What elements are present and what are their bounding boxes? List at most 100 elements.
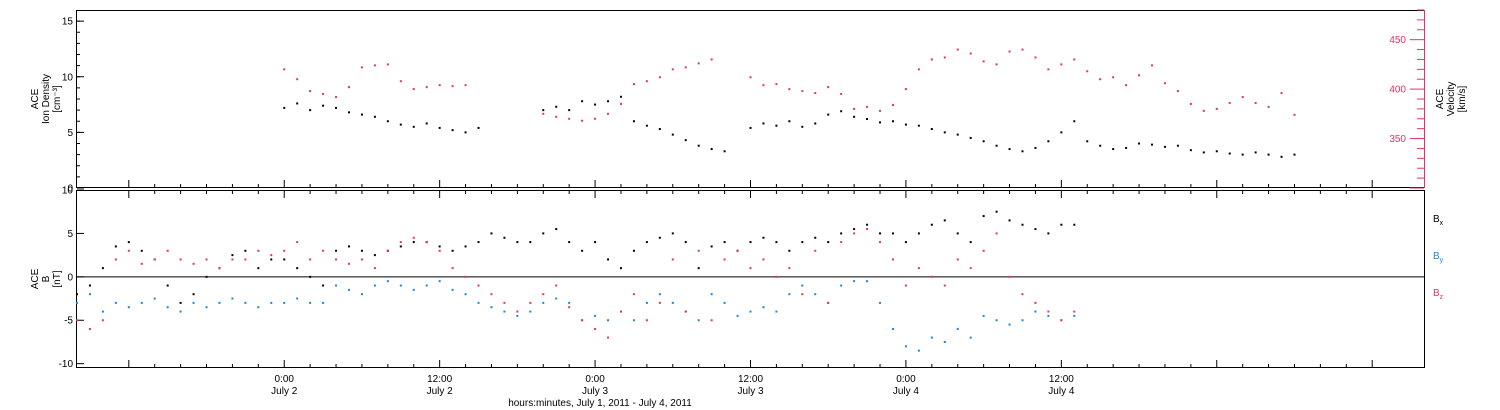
data-point [788, 88, 791, 91]
data-point [360, 258, 363, 261]
data-point [697, 62, 700, 65]
data-point [982, 140, 985, 143]
data-point [322, 301, 325, 304]
data-point [853, 107, 856, 110]
data-point [995, 210, 998, 213]
data-point [607, 100, 610, 103]
data-point [425, 241, 428, 244]
axis-title-line: B [41, 275, 52, 282]
data-point [723, 301, 726, 304]
data-point [982, 60, 985, 63]
top-ylabel: ACE Ion Density [cm⁻³] [30, 74, 63, 124]
data-point [477, 126, 480, 129]
y-tick-label: 15 [62, 17, 74, 28]
data-point [1280, 92, 1283, 95]
y-tick-label: -5 [64, 316, 73, 327]
data-point [451, 288, 454, 291]
data-point [632, 120, 635, 123]
data-point [1086, 140, 1089, 143]
data-point [619, 267, 622, 270]
y2-tick-label: 350 [1389, 134, 1406, 145]
y-tick-label: 10 [62, 186, 74, 197]
data-point [749, 76, 752, 79]
data-point [775, 241, 778, 244]
data-point [697, 319, 700, 322]
data-point [1254, 151, 1257, 154]
data-point [490, 232, 493, 235]
data-point [425, 86, 428, 89]
data-point [943, 284, 946, 287]
data-point [723, 150, 726, 153]
axis-title-line: ACE [1435, 88, 1446, 109]
data-point [904, 88, 907, 91]
data-point [477, 241, 480, 244]
data-point [982, 249, 985, 252]
data-point [581, 249, 584, 252]
y-tick-label: 0 [67, 184, 73, 195]
x-tick-date: July 3 [737, 386, 764, 397]
data-point [1138, 142, 1141, 145]
data-point [360, 66, 363, 69]
data-point [568, 109, 571, 112]
data-point [490, 293, 493, 296]
data-point [386, 249, 389, 252]
top-y2ticks: 350 400 450 [1389, 9, 1424, 189]
data-point [684, 139, 687, 142]
data-point [671, 301, 674, 304]
data-point [192, 262, 195, 265]
data-point [347, 245, 350, 248]
data-point [322, 93, 325, 96]
data-point [1034, 301, 1037, 304]
data-point [425, 284, 428, 287]
data-point [917, 267, 920, 270]
data-point [257, 267, 260, 270]
data-point [1125, 146, 1128, 149]
legend-entry: Bz [1433, 288, 1444, 301]
data-point [1034, 310, 1037, 313]
data-point [684, 66, 687, 69]
data-point [1241, 96, 1244, 99]
data-point [684, 310, 687, 313]
data-point [801, 284, 804, 287]
data-point [1099, 78, 1102, 81]
data-point [956, 232, 959, 235]
data-point [322, 284, 325, 287]
data-point [347, 262, 350, 265]
data-point [762, 258, 765, 261]
data-point [853, 115, 856, 118]
data-point [244, 249, 247, 252]
data-point [386, 280, 389, 283]
data-point [594, 314, 597, 317]
x-tick-date: July 2 [427, 386, 454, 397]
data-point [969, 52, 972, 55]
data-point [360, 113, 363, 116]
axis-title-line: ACE [30, 88, 41, 109]
y2-tick-label: 400 [1389, 85, 1406, 96]
data-point [153, 258, 156, 261]
data-point [827, 113, 830, 116]
data-point [373, 115, 376, 118]
data-point [399, 80, 402, 83]
data-point [879, 109, 882, 112]
data-point [1047, 232, 1050, 235]
data-point [814, 249, 817, 252]
data-point [127, 241, 130, 244]
data-point [1151, 64, 1154, 67]
data-point [995, 144, 998, 147]
data-point [736, 249, 739, 252]
data-point [891, 103, 894, 106]
data-point [516, 314, 519, 317]
data-point [943, 340, 946, 343]
data-point [788, 267, 791, 270]
data-point [88, 293, 91, 296]
data-point [814, 236, 817, 239]
data-point [788, 120, 791, 123]
data-point [930, 128, 933, 131]
data-point [956, 48, 959, 51]
data-point [866, 105, 869, 108]
data-point [943, 131, 946, 134]
data-point [891, 258, 894, 261]
data-point [788, 249, 791, 252]
legend-entry: By [1433, 251, 1444, 264]
data-point [568, 241, 571, 244]
